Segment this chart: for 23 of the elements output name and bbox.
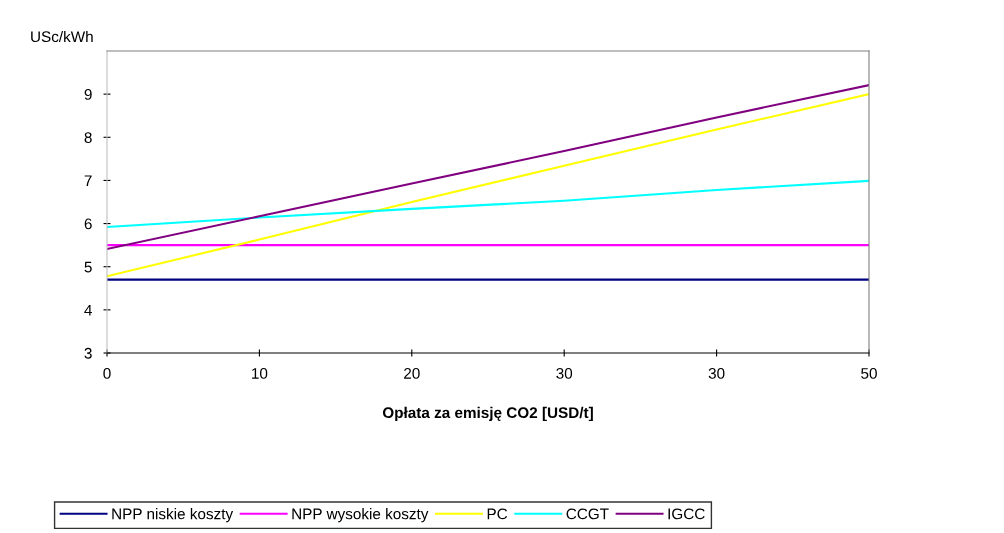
legend-label: CCGT [566,508,609,520]
y-tick-label: 4 [84,304,92,316]
line-series [107,84,869,251]
x-tick-label: 30 [708,367,725,379]
y-tick-label: 6 [84,218,92,230]
x-tick-label: 0 [103,367,111,379]
legend-label: IGCC [668,508,705,520]
y-tick-label: 9 [84,89,92,100]
y-tick-label: 5 [84,261,92,273]
y-tick-label: 8 [84,132,92,143]
x-tick-label: 20 [404,367,420,379]
x-tick-label: 30 [556,367,573,379]
legend-label: PC [487,508,508,520]
line-series [107,93,869,278]
y-axis-title: USc/kWh [31,30,93,43]
x-tick-label: 10 [252,367,268,379]
x-tick-label: 50 [861,367,877,379]
y-tick-label: 7 [84,175,92,186]
x-axis-title: Opłata za emisję CO2 [USD/t] [382,406,593,422]
y-tick-label: 3 [84,347,92,359]
line-series [107,179,869,229]
legend-label: NPP wysokie koszty [292,508,429,523]
legend-label: NPP niskie koszty [112,508,234,523]
